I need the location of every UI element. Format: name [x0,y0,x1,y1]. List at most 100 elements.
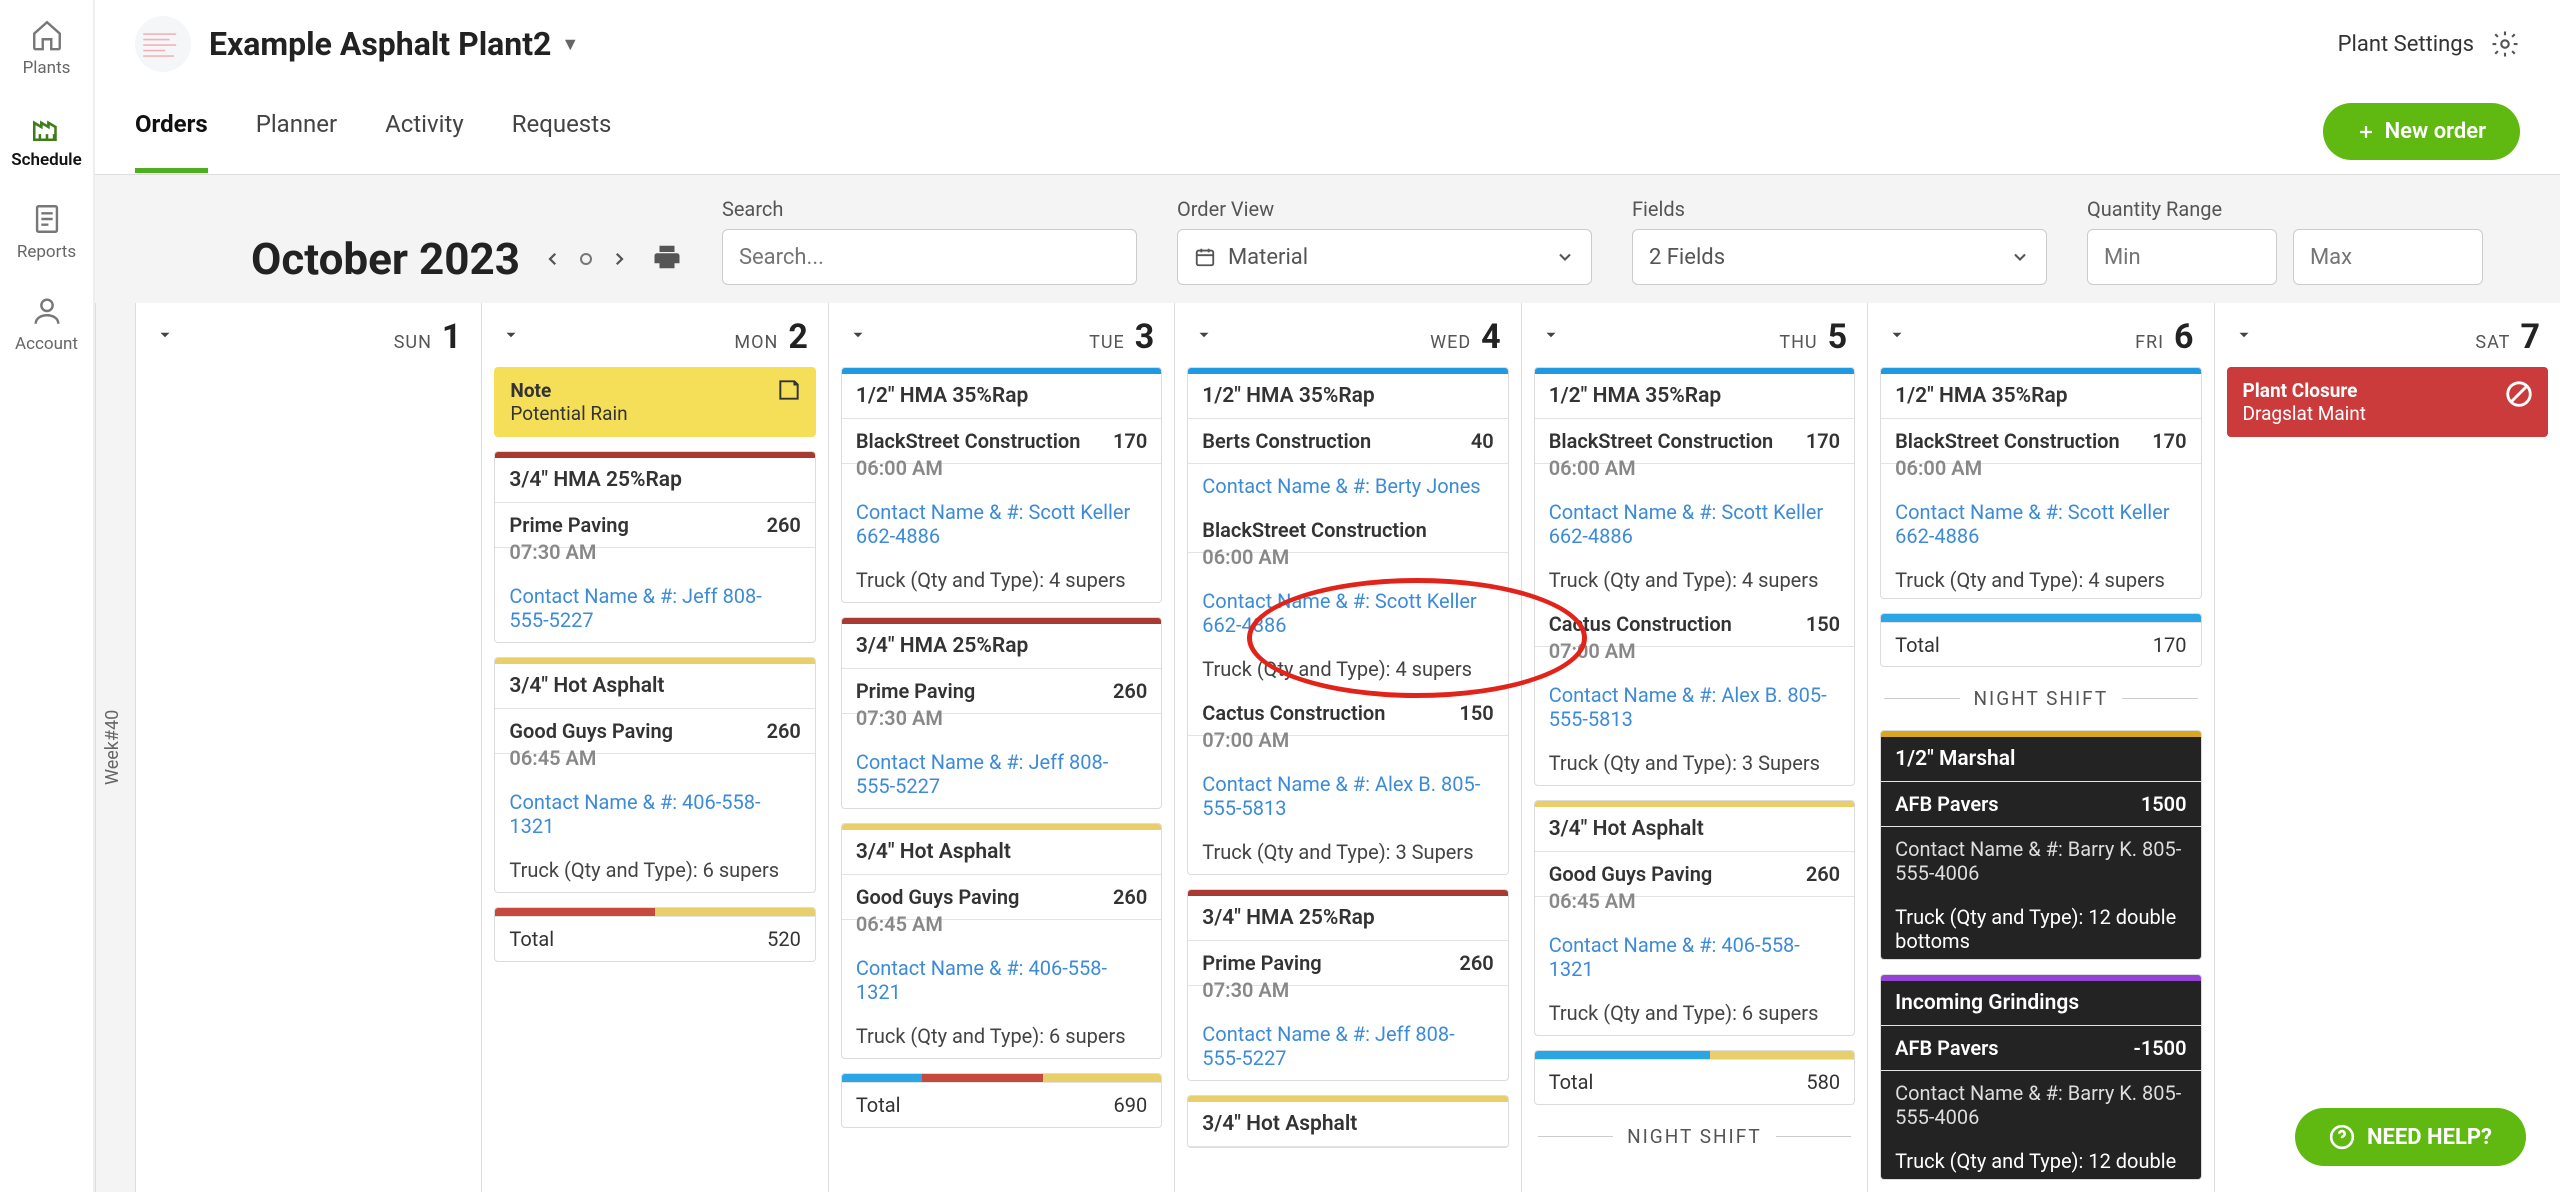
order-card[interactable]: 1/2" MarshalAFB Pavers1500Contact Name &… [1880,730,2201,960]
order-truck: Truck (Qty and Type): 12 double [1881,1139,2200,1180]
day-header: MON 2 [482,303,827,367]
order-card[interactable]: 1/2" HMA 35%RapBlackStreet Construction1… [841,367,1162,603]
order-qty: 170 [2152,429,2186,453]
order-truck: Truck (Qty and Type): 6 supers [1535,991,1854,1035]
order-truck: Truck (Qty and Type): 12 double bottoms [1881,895,2200,960]
order-view-select[interactable]: Material [1177,229,1592,285]
order-card[interactable]: 3/4" HMA 25%RapPrime Paving26007:30 AMCo… [1187,889,1508,1081]
shift-divider: NIGHT SHIFT [1534,1119,1855,1154]
order-truck: Truck (Qty and Type): 6 supers [495,848,814,892]
closure-card[interactable]: Plant Closure Dragslat Maint [2227,367,2548,437]
day-of-week: MON [734,332,778,353]
calendar-icon [1194,246,1216,268]
day-of-week: FRI [2135,332,2164,353]
day-header: SUN 1 [136,303,481,367]
card-progress [1535,1051,1854,1059]
order-card[interactable]: 3/4" HMA 25%RapPrime Paving26007:30 AMCo… [841,617,1162,809]
day-column: FRI 6 1/2" HMA 35%RapBlackStreet Constru… [1867,303,2213,1192]
order-card[interactable]: 3/4" Hot Asphalt [1187,1095,1508,1148]
card-category: 3/4" Hot Asphalt [1535,807,1854,852]
order-card[interactable]: 1/2" HMA 35%RapBlackStreet Construction1… [1880,367,2201,599]
day-menu-button[interactable] [1888,326,1906,348]
order-card[interactable]: 3/4" Hot AsphaltGood Guys Paving26006:45… [494,657,815,893]
note-card[interactable]: Note Potential Rain [494,367,815,437]
search-label: Search [722,197,1137,221]
card-total: Total170 [1881,622,2200,667]
fields-select[interactable]: 2 Fields [1632,229,2047,285]
day-header: FRI 6 [1868,303,2213,367]
order-card[interactable]: 1/2" HMA 35%RapBerts Construction40Conta… [1187,367,1508,875]
order-customer: Good Guys Paving [856,885,1020,909]
sidebar-item-label: Schedule [11,150,82,170]
sidebar-item-account[interactable]: Account [0,276,93,368]
card-category: 1/2" HMA 35%Rap [1535,374,1854,419]
qty-max-input[interactable] [2310,245,2466,270]
next-week-button[interactable] [610,250,628,268]
search-input[interactable] [739,245,1120,270]
order-contact: Contact Name & #: Jeff 808-555-5227 [1188,1012,1507,1080]
topbar: Example Asphalt Plant2 ▼ Plant Settings … [95,0,2560,175]
order-card[interactable]: 3/4" Hot AsphaltGood Guys Paving26006:45… [1534,800,1855,1036]
day-of-week: SUN [394,332,432,353]
main: Example Asphalt Plant2 ▼ Plant Settings … [95,0,2560,1192]
order-customer: AFB Pavers [1895,1036,1998,1060]
prohibited-icon [2504,379,2534,409]
day-menu-button[interactable] [849,326,867,348]
order-card[interactable]: Total690 [841,1073,1162,1128]
qty-min-input[interactable] [2104,245,2260,270]
order-card[interactable]: Total520 [494,907,815,962]
card-total: Total520 [495,916,814,961]
print-button[interactable] [652,242,682,276]
order-customer: BlackStreet Construction [856,429,1081,453]
order-card[interactable]: Incoming GrindingsAFB Pavers-1500Contact… [1880,974,2201,1180]
prev-week-button[interactable] [544,250,562,268]
week-tag: Week#40 [95,303,135,1192]
card-category: Incoming Grindings [1881,981,2200,1026]
order-contact: Contact Name & #: Alex B. 805-555-5813 [1188,762,1507,830]
day-menu-button[interactable] [2235,326,2253,348]
tab-orders[interactable]: Orders [135,110,208,173]
order-card[interactable]: 3/4" Hot AsphaltGood Guys Paving26006:45… [841,823,1162,1059]
chevron-down-icon: ▼ [561,34,579,55]
card-category: 3/4" HMA 25%Rap [842,624,1161,669]
day-of-week: WED [1430,332,1471,353]
day-menu-button[interactable] [502,326,520,348]
help-label: NEED HELP? [2367,1125,2492,1150]
day-menu-button[interactable] [1542,326,1560,348]
new-order-button[interactable]: New order [2323,103,2520,160]
order-card[interactable]: Total170 [1880,613,2201,667]
day-header: WED 4 [1175,303,1520,367]
gear-icon [2490,29,2520,59]
order-contact: Contact Name & #: Barry K. 805-555-4006 [1881,1071,2200,1139]
card-progress [842,1074,1161,1082]
order-customer: Prime Paving [856,679,975,703]
card-category: 3/4" Hot Asphalt [1188,1102,1507,1147]
order-qty: 1500 [2141,792,2187,816]
sidebar-item-schedule[interactable]: Schedule [0,92,93,184]
help-button[interactable]: NEED HELP? [2295,1108,2526,1166]
month-label: October 2023 [251,233,520,285]
sidebar-item-reports[interactable]: Reports [0,184,93,276]
card-total: Total580 [1535,1059,1854,1104]
tab-activity[interactable]: Activity [385,110,464,168]
plant-settings-button[interactable]: Plant Settings [2338,29,2520,59]
tab-requests[interactable]: Requests [512,110,612,168]
order-truck: Truck (Qty and Type): 4 supers [1535,558,1854,602]
day-of-week: TUE [1089,332,1125,353]
order-card[interactable]: Total580 [1534,1050,1855,1105]
sidebar-item-plants[interactable]: Plants [0,0,93,92]
order-card[interactable]: 1/2" HMA 35%RapBlackStreet Construction1… [1534,367,1855,786]
day-header: THU 5 [1522,303,1867,367]
home-icon [30,18,64,52]
day-menu-button[interactable] [1195,326,1213,348]
plant-picker[interactable]: Example Asphalt Plant2 ▼ [209,25,579,63]
day-menu-button[interactable] [156,326,174,348]
day-column: MON 2 Note Potential Rain 3/4" HMA 25%Ra… [481,303,827,1192]
today-button[interactable] [580,253,592,265]
schedule: Week#40 SUN 1 MON 2 Note Potential Rain … [95,303,2560,1192]
tab-planner[interactable]: Planner [256,110,337,168]
order-truck: Truck (Qty and Type): 3 Supers [1188,830,1507,874]
order-customer: Prime Paving [1202,951,1321,975]
day-body: Plant Closure Dragslat Maint [2215,367,2560,1192]
order-card[interactable]: 3/4" HMA 25%RapPrime Paving26007:30 AMCo… [494,451,815,643]
